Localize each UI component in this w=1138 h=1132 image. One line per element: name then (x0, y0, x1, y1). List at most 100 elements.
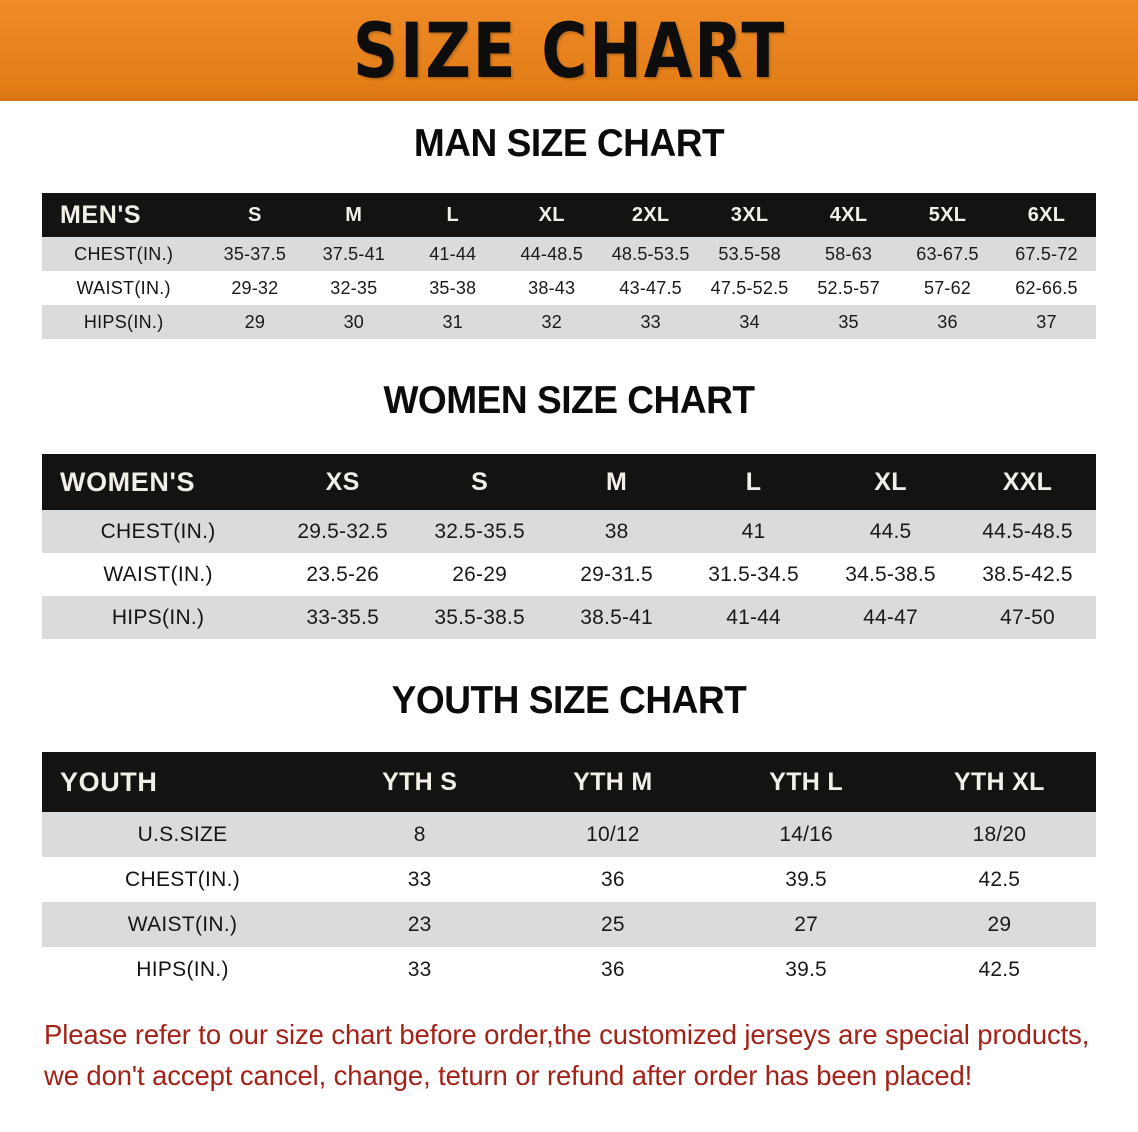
men-column-header-5xl: 5XL (928, 203, 967, 226)
women-section-title: WOMEN SIZE CHART (383, 379, 755, 422)
men-cell-value: 57-62 (923, 277, 972, 298)
women-table-row: HIPS(IN.) 33-35.5 35.5-38.5 38.5-41 41-44 44-… (42, 596, 1096, 639)
women-table-row: CHEST(IN.) 29.5-32.5 32.5-35.5 38 41 44.5 44.5… (42, 510, 1096, 553)
youth-column-header-yth-s: YTH S (382, 767, 458, 796)
youth-column-header-yth-xl: YTH XL (954, 767, 1045, 796)
women-row-label: HIPS(IN.) (111, 605, 205, 629)
women-column-header-s: S (471, 467, 489, 496)
men-cell-value: 67.5-72 (1015, 243, 1078, 264)
page-title: SIZE CHART (352, 5, 786, 95)
page-banner: SIZE CHART (0, 0, 1138, 101)
women-row-label: WAIST(IN.) (103, 562, 213, 586)
men-table-head: MEN'S S M L XL 2XL 3XL 4XL 5XL 6XL (42, 193, 1096, 237)
men-column-header-3xl: 3XL (730, 203, 769, 226)
women-cell-value: 41-44 (726, 605, 781, 629)
women-column-header-xs: XS (325, 467, 360, 496)
women-cell-value: 44.5-48.5 (982, 519, 1073, 543)
men-column-header-6xl: 6XL (1027, 203, 1066, 226)
women-cell-value: 41 (741, 519, 766, 543)
women-size-section: WOMEN SIZE CHART WOMEN'S XS S M L XL XXL CHES… (0, 339, 1138, 639)
women-column-header-m: M (606, 467, 628, 496)
youth-row-label: HIPS(IN.) (136, 957, 229, 981)
men-column-header-2xl: 2XL (631, 203, 670, 226)
men-table-row: WAIST(IN.) 29-32 32-35 35-38 38-43 43-47.5 47.… (42, 271, 1096, 305)
youth-table-body: U.S.SIZE 8 10/12 14/16 18/20 CHEST(IN.) 33 36 39… (42, 812, 1096, 992)
men-row-label: CHEST(IN.) (74, 243, 174, 264)
youth-cell-value: 29 (987, 912, 1012, 936)
men-column-header-xl: XL (538, 203, 565, 226)
youth-column-header-yth-m: YTH M (573, 767, 653, 796)
men-cell-value: 31 (442, 311, 463, 332)
men-table-body: CHEST(IN.) 35-37.5 37.5-41 41-44 44-48.5 48.5… (42, 237, 1096, 339)
youth-cell-value: 42.5 (978, 867, 1021, 891)
youth-table-row: U.S.SIZE 8 10/12 14/16 18/20 (42, 812, 1096, 857)
youth-cell-value: 33 (407, 957, 432, 981)
youth-cell-value: 25 (601, 912, 625, 936)
men-cell-value: 44-48.5 (520, 243, 583, 264)
men-column-header-4xl: 4XL (829, 203, 868, 226)
youth-cell-value: 8 (413, 822, 426, 846)
men-row-label: HIPS(IN.) (83, 311, 164, 332)
men-column-header-l: L (446, 203, 459, 226)
order-notice: Please refer to our size chart before or… (44, 992, 1090, 1097)
men-column-header-m: M (345, 203, 363, 226)
youth-row-label: WAIST(IN.) (127, 912, 238, 936)
men-header-row: MEN'S S M L XL 2XL 3XL 4XL 5XL 6XL (42, 193, 1096, 237)
men-cell-value: 37 (1036, 311, 1057, 332)
women-column-header-xl: XL (874, 467, 907, 496)
men-cell-value: 33 (640, 311, 661, 332)
youth-cell-value: 18/20 (972, 822, 1027, 846)
men-table-row: CHEST(IN.) 35-37.5 37.5-41 41-44 44-48.5 48.5… (42, 237, 1096, 271)
men-column-header-s: S (248, 203, 262, 226)
women-table-row: WAIST(IN.) 23.5-26 26-29 29-31.5 31.5-34.5 34… (42, 553, 1096, 596)
men-table-row: HIPS(IN.) 29 30 31 32 33 34 35 36 37 (42, 305, 1096, 339)
women-cell-value: 44.5 (869, 519, 912, 543)
youth-table-row: CHEST(IN.) 33 36 39.5 42.5 (42, 857, 1096, 902)
women-cell-value: 26-29 (452, 562, 507, 586)
women-column-header-l: L (745, 467, 762, 496)
women-cell-value: 33-35.5 (306, 605, 379, 629)
youth-cell-value: 36 (601, 867, 625, 891)
youth-header-row: YOUTH YTH S YTH M YTH L YTH XL (42, 752, 1096, 812)
youth-row-label: U.S.SIZE (137, 822, 228, 846)
women-size-table: WOMEN'S XS S M L XL XXL CHEST(IN.) 29.5-32.5 32… (42, 454, 1096, 639)
men-cell-value: 32-35 (330, 277, 378, 298)
youth-cell-value: 42.5 (978, 957, 1021, 981)
men-cell-value: 58-63 (825, 243, 873, 264)
men-cell-value: 48.5-53.5 (611, 243, 690, 264)
women-cell-value: 34.5-38.5 (845, 562, 936, 586)
men-cell-value: 47.5-52.5 (710, 277, 789, 298)
women-row-label: CHEST(IN.) (100, 519, 216, 543)
youth-size-section: YOUTH SIZE CHART YOUTH YTH S YTH M YTH L YT… (0, 639, 1138, 992)
youth-cell-value: 23 (407, 912, 432, 936)
women-cell-value: 23.5-26 (306, 562, 379, 586)
men-cell-value: 36 (937, 311, 958, 332)
youth-size-table: YOUTH YTH S YTH M YTH L YTH XL U.S.SIZE 8 10/… (42, 752, 1096, 992)
youth-table-head: YOUTH YTH S YTH M YTH L YTH XL (42, 752, 1096, 812)
women-corner-label: WOMEN'S (60, 466, 196, 497)
youth-row-label: CHEST(IN.) (125, 867, 241, 891)
order-notice-line-2: we don't accept cancel, change, teturn o… (44, 1060, 973, 1092)
women-cell-value: 31.5-34.5 (708, 562, 799, 586)
youth-cell-value: 14/16 (779, 822, 833, 846)
women-cell-value: 38 (604, 519, 629, 543)
women-cell-value: 32.5-35.5 (434, 519, 525, 543)
men-cell-value: 62-66.5 (1015, 277, 1078, 298)
men-cell-value: 29 (244, 311, 266, 332)
youth-table-row: WAIST(IN.) 23 25 27 29 (42, 902, 1096, 947)
women-header-row: WOMEN'S XS S M L XL XXL (42, 454, 1096, 510)
women-cell-value: 29-31.5 (580, 562, 653, 586)
men-size-table: MEN'S S M L XL 2XL 3XL 4XL 5XL 6XL CHEST(IN.) 35-… (42, 193, 1096, 339)
youth-table-row: HIPS(IN.) 33 36 39.5 42.5 (42, 947, 1096, 992)
men-cell-value: 35-37.5 (223, 243, 287, 264)
youth-corner-label: YOUTH (60, 766, 158, 797)
women-cell-value: 35.5-38.5 (434, 605, 525, 629)
men-cell-value: 41-44 (429, 243, 477, 264)
men-cell-value: 53.5-58 (718, 243, 781, 264)
order-notice-line-1: Please refer to our size chart before or… (44, 1019, 1090, 1050)
youth-cell-value: 10/12 (586, 822, 640, 846)
men-cell-value: 38-43 (528, 277, 576, 298)
women-table-head: WOMEN'S XS S M L XL XXL (42, 454, 1096, 510)
women-table-body: CHEST(IN.) 29.5-32.5 32.5-35.5 38 41 44.5 44.5… (42, 510, 1096, 639)
youth-cell-value: 33 (407, 867, 432, 891)
